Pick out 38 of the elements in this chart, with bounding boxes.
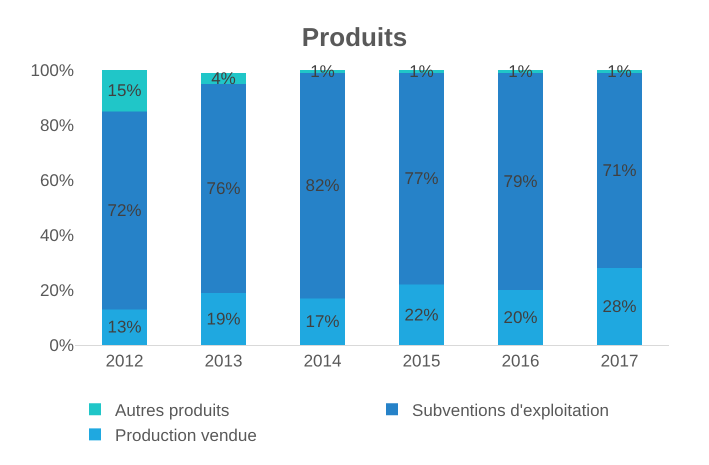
x-tick-label: 2015	[402, 351, 440, 370]
data-label: 19%	[206, 309, 241, 328]
x-tick-label: 2014	[304, 351, 342, 370]
y-tick-label: 20%	[40, 280, 74, 300]
data-label: 71%	[602, 160, 637, 180]
data-label: 13%	[107, 318, 142, 337]
x-tick-label: 2017	[600, 351, 638, 370]
x-tick-label: 2012	[106, 351, 144, 370]
data-label: 82%	[305, 176, 340, 195]
data-label: 22%	[404, 305, 439, 324]
data-label: 15%	[107, 81, 142, 100]
y-tick-label: 100%	[30, 60, 74, 80]
x-tick-label: 2013	[204, 351, 242, 370]
legend-label: Subventions d'exploitation	[412, 400, 609, 420]
bar	[597, 268, 642, 345]
legend-label: Production vendue	[115, 426, 257, 446]
bar	[300, 298, 345, 345]
bar	[102, 70, 147, 112]
legend-label: Autres produits	[115, 400, 230, 420]
y-tick-label: 60%	[40, 170, 74, 190]
bar	[201, 84, 246, 293]
data-label: 79%	[503, 172, 538, 191]
y-tick-label: 40%	[40, 226, 74, 245]
y-tick-label: 0%	[49, 336, 74, 355]
data-label: 28%	[602, 297, 637, 316]
y-tick-label: 80%	[40, 116, 74, 135]
x-tick-label: 2016	[502, 351, 540, 370]
data-label: 77%	[404, 169, 439, 188]
data-label: 20%	[503, 308, 538, 327]
chart-title: Produits	[302, 22, 408, 52]
data-label: 17%	[305, 312, 340, 332]
bar	[498, 290, 543, 345]
bar	[102, 111, 147, 310]
bar	[399, 284, 444, 345]
bar	[201, 292, 246, 345]
data-label: 4%	[211, 68, 236, 88]
data-label: 72%	[107, 200, 142, 220]
data-label: 76%	[206, 178, 241, 198]
